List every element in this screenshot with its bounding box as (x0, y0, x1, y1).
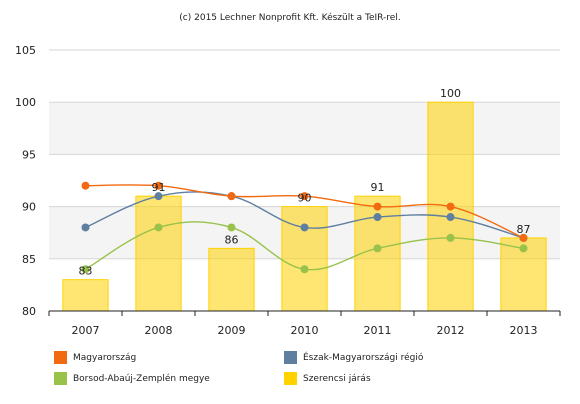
legend-swatch-eszak-magyarorszagi-regio (284, 351, 297, 364)
x-tick-label-2008: 2008 (145, 324, 173, 337)
legend-item-magyarorszag[interactable]: Magyarország (54, 351, 136, 364)
legend-item-eszak-magyarorszagi-regio[interactable]: Észak-Magyarországi régió (284, 351, 423, 364)
point-borsod-aba-j-zempl-n-megye-2011 (373, 244, 382, 253)
y-tick-label: 90 (22, 201, 36, 214)
legend-item-borsod-abauj-zemplen-megye[interactable]: Borsod-Abaúj-Zemplén megye (54, 372, 210, 385)
point-borsod-aba-j-zempl-n-megye-2007 (81, 265, 90, 274)
point-borsod-aba-j-zempl-n-megye-2009 (227, 223, 236, 232)
legend-swatch-szerencsi-jaras (284, 372, 297, 385)
x-tick-label-2011: 2011 (364, 324, 392, 337)
y-tick-label: 100 (15, 96, 36, 109)
chart-credit: (c) 2015 Lechner Nonprofit Kft. Készült … (179, 13, 401, 23)
legend-label-eszak-magyarorszagi-regio: Észak-Magyarországi régió (303, 352, 424, 363)
x-tick-label-2007: 2007 (72, 324, 100, 337)
bar-2007 (62, 279, 109, 312)
legend-label-szerencsi-jaras: Szerencsi járás (303, 373, 371, 384)
point-magyarorsz-g-2009 (227, 192, 236, 201)
bar-label-2008: 91 (152, 181, 166, 194)
point--szak-magyarorsz-gi-r-gi--2012 (446, 213, 455, 222)
bar-label-2012: 100 (440, 87, 461, 100)
point-magyarorsz-g-2012 (446, 202, 455, 211)
bar-2009 (208, 247, 255, 312)
point-magyarorsz-g-2007 (81, 181, 90, 190)
point-magyarorsz-g-2008 (154, 181, 163, 190)
point-magyarorsz-g-2010 (300, 192, 309, 201)
legend-swatch-borsod-abauj-zemplen-megye (54, 372, 67, 385)
legend-swatch-magyarorszag (54, 351, 67, 364)
y-tick-label: 80 (22, 305, 36, 318)
y-tick-label: 95 (22, 148, 36, 161)
point-borsod-aba-j-zempl-n-megye-2008 (154, 223, 163, 232)
plot-band (49, 50, 560, 103)
bar-2010 (281, 206, 328, 312)
legend-label-borsod-abauj-zemplen-megye: Borsod-Abaúj-Zemplén megye (73, 373, 210, 384)
bar-2008 (135, 195, 182, 312)
plot-band (49, 102, 560, 155)
x-tick-label-2009: 2009 (218, 324, 246, 337)
x-tick-label-2012: 2012 (437, 324, 465, 337)
point--szak-magyarorsz-gi-r-gi--2011 (373, 213, 382, 222)
bar-label-2013: 87 (517, 223, 531, 236)
point-borsod-aba-j-zempl-n-megye-2013 (519, 244, 528, 253)
legend-label-magyarorszag: Magyarország (73, 352, 137, 363)
y-tick-label: 85 (22, 253, 36, 266)
point--szak-magyarorsz-gi-r-gi--2007 (81, 223, 90, 232)
y-tick-label: 105 (15, 44, 36, 57)
legend-item-szerencsi-jaras[interactable]: Szerencsi járás (284, 372, 371, 385)
point-borsod-aba-j-zempl-n-megye-2012 (446, 233, 455, 242)
point-magyarorsz-g-2013 (519, 233, 528, 242)
point-borsod-aba-j-zempl-n-megye-2010 (300, 265, 309, 274)
point-magyarorsz-g-2011 (373, 202, 382, 211)
bar-label-2009: 86 (225, 233, 239, 246)
x-tick-label-2010: 2010 (291, 324, 319, 337)
bar-label-2010: 90 (298, 192, 312, 205)
bar-label-2007: 83 (79, 265, 93, 278)
point--szak-magyarorsz-gi-r-gi--2008 (154, 192, 163, 201)
point--szak-magyarorsz-gi-r-gi--2010 (300, 223, 309, 232)
bar-label-2011: 91 (371, 181, 385, 194)
x-tick-label-2013: 2013 (510, 324, 538, 337)
